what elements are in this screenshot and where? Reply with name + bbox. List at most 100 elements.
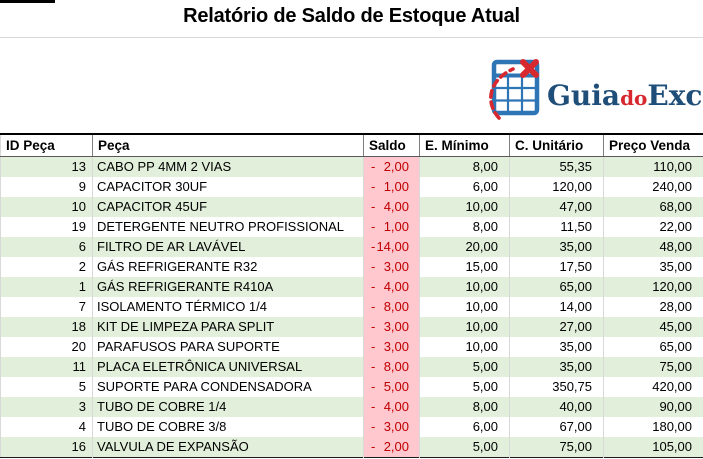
cell-peca[interactable]: ISOLAMENTO TÉRMICO 1/4: [92, 297, 364, 317]
cell-preco-venda[interactable]: 68,00: [603, 197, 703, 217]
cell-saldo[interactable]: - 3,00: [363, 317, 420, 337]
cell-peca[interactable]: DETERGENTE NEUTRO PROFISSIONAL: [92, 217, 364, 237]
cell-c-unitario[interactable]: 350,75: [509, 377, 604, 397]
cell-peca[interactable]: TUBO DE COBRE 3/8: [92, 417, 364, 437]
logo-wordmark: GuiadoExcel: [547, 68, 703, 110]
cell-c-unitario[interactable]: 11,50: [509, 217, 604, 237]
cell-saldo[interactable]: - 3,00: [363, 337, 420, 357]
cell-id-peca[interactable]: 5: [0, 377, 93, 397]
cell-peca[interactable]: CAPACITOR 30UF: [92, 177, 364, 197]
cell-c-unitario[interactable]: 35,00: [509, 337, 604, 357]
cell-id-peca[interactable]: 18: [0, 317, 93, 337]
cell-peca[interactable]: PARAFUSOS PARA SUPORTE: [92, 337, 364, 357]
cell-saldo[interactable]: - 4,00: [363, 197, 420, 217]
cell-id-peca[interactable]: 6: [0, 237, 93, 257]
cell-e-minimo[interactable]: 8,00: [419, 217, 510, 237]
cell-e-minimo[interactable]: 8,00: [419, 156, 510, 177]
cell-e-minimo[interactable]: 5,00: [419, 437, 510, 458]
cell-id-peca[interactable]: 20: [0, 337, 93, 357]
cell-c-unitario[interactable]: 40,00: [509, 397, 604, 417]
cell-saldo[interactable]: - 3,00: [363, 417, 420, 437]
cell-peca[interactable]: FILTRO DE AR LAVÁVEL: [92, 237, 364, 257]
cell-preco-venda[interactable]: 180,00: [603, 417, 703, 437]
cell-peca[interactable]: TUBO DE COBRE 1/4: [92, 397, 364, 417]
cell-c-unitario[interactable]: 67,00: [509, 417, 604, 437]
cell-saldo[interactable]: - 2,00: [363, 437, 420, 458]
cell-saldo[interactable]: - 4,00: [363, 397, 420, 417]
cell-e-minimo[interactable]: 10,00: [419, 337, 510, 357]
cell-id-peca[interactable]: 11: [0, 357, 93, 377]
cell-id-peca[interactable]: 2: [0, 257, 93, 277]
cell-saldo[interactable]: - 5,00: [363, 377, 420, 397]
cell-preco-venda[interactable]: 35,00: [603, 257, 703, 277]
cell-saldo[interactable]: - 3,00: [363, 257, 420, 277]
cell-id-peca[interactable]: 10: [0, 197, 93, 217]
cell-preco-venda[interactable]: 120,00: [603, 277, 703, 297]
cell-preco-venda[interactable]: 28,00: [603, 297, 703, 317]
cell-e-minimo[interactable]: 6,00: [419, 177, 510, 197]
cell-c-unitario[interactable]: 75,00: [509, 437, 604, 458]
header-id-peca[interactable]: ID Peça: [0, 134, 93, 157]
cell-e-minimo[interactable]: 5,00: [419, 377, 510, 397]
cell-id-peca[interactable]: 7: [0, 297, 93, 317]
cell-c-unitario[interactable]: 120,00: [509, 177, 604, 197]
cell-e-minimo[interactable]: 10,00: [419, 277, 510, 297]
cell-saldo[interactable]: - 14,00: [363, 237, 420, 257]
header-saldo[interactable]: Saldo: [363, 134, 420, 157]
cell-preco-venda[interactable]: 45,00: [603, 317, 703, 337]
cell-e-minimo[interactable]: 10,00: [419, 297, 510, 317]
cell-saldo[interactable]: - 2,00: [363, 156, 420, 177]
cell-preco-venda[interactable]: 48,00: [603, 237, 703, 257]
spreadsheet-grid-icon: [489, 59, 540, 120]
cell-id-peca[interactable]: 9: [0, 177, 93, 197]
cell-peca[interactable]: VALVULA DE EXPANSÃO: [92, 437, 364, 458]
header-c-unitario[interactable]: C. Unitário: [509, 134, 604, 157]
header-preco-venda[interactable]: Preço Venda: [603, 134, 703, 157]
cell-c-unitario[interactable]: 14,00: [509, 297, 604, 317]
cell-e-minimo[interactable]: 10,00: [419, 317, 510, 337]
cell-c-unitario[interactable]: 27,00: [509, 317, 604, 337]
cell-preco-venda[interactable]: 90,00: [603, 397, 703, 417]
cell-e-minimo[interactable]: 15,00: [419, 257, 510, 277]
cell-preco-venda[interactable]: 420,00: [603, 377, 703, 397]
cell-id-peca[interactable]: 16: [0, 437, 93, 458]
cell-e-minimo[interactable]: 6,00: [419, 417, 510, 437]
cell-e-minimo[interactable]: 5,00: [419, 357, 510, 377]
cell-e-minimo[interactable]: 10,00: [419, 197, 510, 217]
cell-e-minimo[interactable]: 8,00: [419, 397, 510, 417]
cell-saldo[interactable]: - 1,00: [363, 177, 420, 197]
cell-saldo[interactable]: - 8,00: [363, 357, 420, 377]
cell-id-peca[interactable]: 4: [0, 417, 93, 437]
cell-c-unitario[interactable]: 35,00: [509, 357, 604, 377]
cell-saldo[interactable]: - 8,00: [363, 297, 420, 317]
cell-id-peca[interactable]: 13: [0, 156, 93, 177]
cell-preco-venda[interactable]: 105,00: [603, 437, 703, 458]
cell-preco-venda[interactable]: 22,00: [603, 217, 703, 237]
cell-preco-venda[interactable]: 110,00: [603, 156, 703, 177]
cell-c-unitario[interactable]: 35,00: [509, 237, 604, 257]
cell-preco-venda[interactable]: 75,00: [603, 357, 703, 377]
cell-peca[interactable]: GÁS REFRIGERANTE R410A: [92, 277, 364, 297]
cell-c-unitario[interactable]: 17,50: [509, 257, 604, 277]
cell-id-peca[interactable]: 1: [0, 277, 93, 297]
cell-id-peca[interactable]: 19: [0, 217, 93, 237]
cell-c-unitario[interactable]: 65,00: [509, 277, 604, 297]
cell-c-unitario[interactable]: 55,35: [509, 156, 604, 177]
saldo-minus-sign: -: [371, 179, 376, 194]
cell-peca[interactable]: CAPACITOR 45UF: [92, 197, 364, 217]
cell-peca[interactable]: SUPORTE PARA CONDENSADORA: [92, 377, 364, 397]
cell-peca[interactable]: KIT DE LIMPEZA PARA SPLIT: [92, 317, 364, 337]
header-peca[interactable]: Peça: [92, 134, 364, 157]
cell-saldo[interactable]: - 4,00: [363, 277, 420, 297]
cell-c-unitario[interactable]: 47,00: [509, 197, 604, 217]
cell-peca[interactable]: PLACA ELETRÔNICA UNIVERSAL: [92, 357, 364, 377]
cell-preco-venda[interactable]: 65,00: [603, 337, 703, 357]
header-e-minimo[interactable]: E. Mínimo: [419, 134, 510, 157]
cell-peca[interactable]: CABO PP 4MM 2 VIAS: [92, 156, 364, 177]
cell-preco-venda[interactable]: 240,00: [603, 177, 703, 197]
table-row: 19 DETERGENTE NEUTRO PROFISSIONAL - 1,00…: [0, 217, 703, 237]
cell-e-minimo[interactable]: 20,00: [419, 237, 510, 257]
cell-saldo[interactable]: - 1,00: [363, 217, 420, 237]
cell-id-peca[interactable]: 3: [0, 397, 93, 417]
cell-peca[interactable]: GÁS REFRIGERANTE R32: [92, 257, 364, 277]
